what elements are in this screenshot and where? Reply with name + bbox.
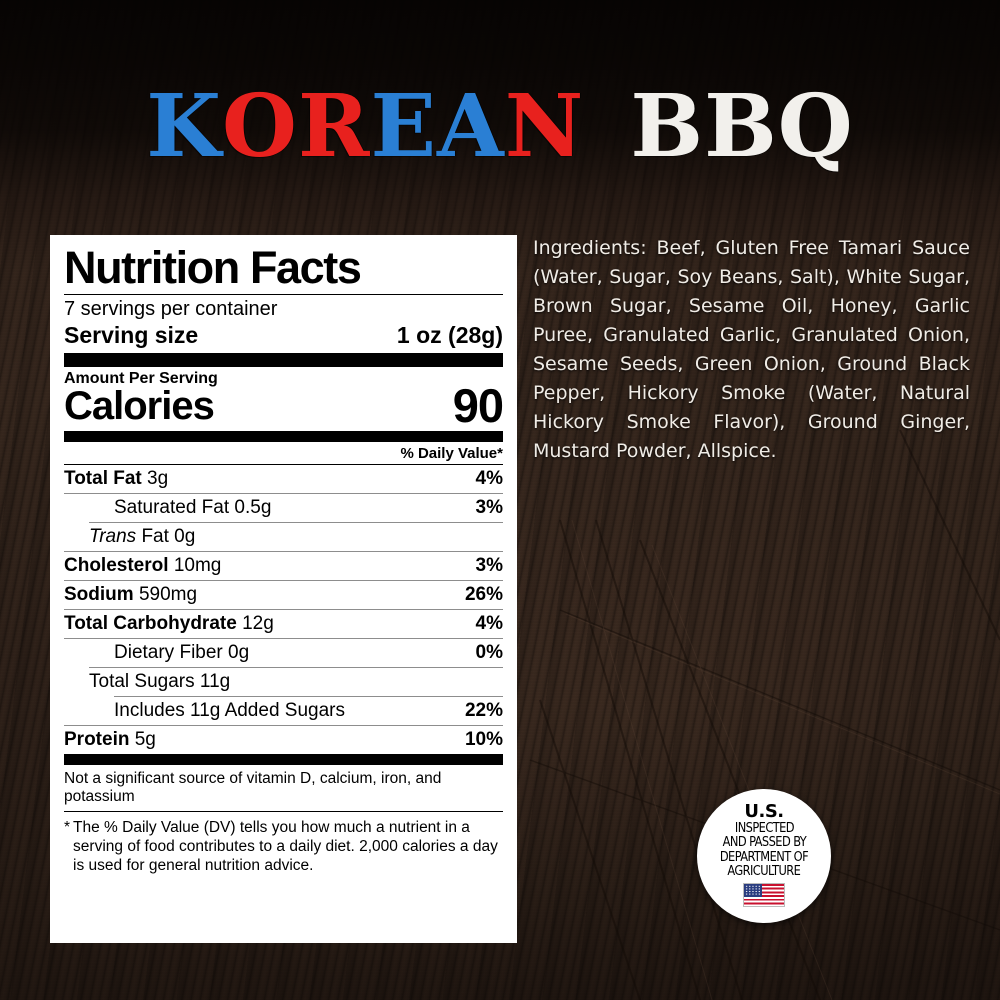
usda-seal-line-and-passed-by: AND PASSED BY	[722, 834, 806, 851]
nutrient-dv-protein: 10%	[464, 728, 503, 750]
calories-value: 90	[452, 379, 504, 433]
nutrient-dv-total-carbohydrate: 4%	[475, 612, 503, 634]
nutrient-dv-dietary-fiber: 0%	[475, 641, 503, 663]
usda-seal-line-department-of: DEPARTMENT OF	[719, 848, 809, 865]
nutrition-facts-title: Nutrition Facts	[64, 245, 503, 295]
flag-canton	[744, 883, 762, 897]
serving-size-row: Serving size 1 oz (28g)	[64, 322, 503, 367]
nutrient-row-added-sugars: Includes 11g Added Sugars 22%	[64, 697, 503, 726]
nutrient-name-total-fat: Total Fat 3g	[64, 467, 169, 489]
nutrient-name-added-sugars: Includes 11g Added Sugars	[114, 699, 345, 721]
nutrient-row-sodium: Sodium 590mg 26%	[64, 581, 503, 610]
nutrition-facts-panel: Nutrition Facts 7 servings per container…	[50, 235, 517, 943]
usda-seal-line-inspected: INSPECTED	[734, 820, 794, 836]
nutrient-name-cholesterol: Cholesterol 10mg	[64, 554, 222, 576]
serving-size-value: 1 oz (28g)	[396, 321, 503, 348]
footnote-text: The % Daily Value (DV) tells you how muc…	[73, 819, 498, 875]
us-flag-icon	[743, 882, 785, 907]
not-significant-source-text: Not a significant source of vitamin D, c…	[64, 765, 503, 813]
daily-value-header: % Daily Value*	[64, 442, 503, 465]
usda-seal-line-us: U.S.	[744, 801, 784, 822]
nutrient-name-sodium: Sodium 590mg	[64, 583, 198, 605]
servings-per-container: 7 servings per container	[64, 297, 278, 320]
added-sugars-divider	[114, 695, 503, 697]
nutrient-name-total-carbohydrate: Total Carbohydrate 12g	[64, 612, 274, 634]
nutrient-row-trans-fat: Trans Fat 0g	[64, 523, 503, 552]
nutrient-row-total-fat: Total Fat 3g 4%	[64, 465, 503, 494]
nutrient-dv-sodium: 26%	[464, 583, 503, 605]
serving-size-label: Serving size	[64, 321, 199, 348]
calories-label: Calories	[64, 383, 215, 428]
nutrient-name-trans-fat: Trans Fat 0g	[89, 525, 196, 547]
nutrient-row-protein: Protein 5g 10%	[64, 726, 503, 765]
nutrient-name-saturated-fat: Saturated Fat 0.5g	[114, 496, 272, 518]
usda-seal-line-agriculture: AGRICULTURE	[727, 863, 802, 880]
nutrient-dv-saturated-fat: 3%	[475, 496, 503, 518]
nutrient-name-dietary-fiber: Dietary Fiber 0g	[114, 641, 250, 663]
footnote-asterisk: *	[64, 819, 71, 837]
daily-value-footnote: * The % Daily Value (DV) tells you how m…	[64, 812, 503, 876]
nutrient-name-total-sugars: Total Sugars 11g	[89, 670, 231, 692]
usda-inspection-seal: U.S. INSPECTED AND PASSED BY DEPARTMENT …	[697, 789, 831, 923]
nutrient-row-dietary-fiber: Dietary Fiber 0g 0%	[89, 639, 503, 668]
nutrient-dv-added-sugars: 22%	[464, 699, 503, 721]
calories-row: Calories 90	[64, 379, 504, 442]
nutrient-dv-total-fat: 4%	[475, 467, 503, 489]
amount-per-serving-label: Amount Per Serving	[64, 369, 218, 387]
ingredients-text: Ingredients: Beef, Gluten Free Tamari Sa…	[533, 237, 970, 463]
nutrient-row-cholesterol: Cholesterol 10mg 3%	[64, 552, 503, 581]
nutrient-row-saturated-fat: Saturated Fat 0.5g 3%	[89, 494, 503, 523]
nutrient-name-protein: Protein 5g	[64, 728, 156, 750]
nutrient-row-total-carbohydrate: Total Carbohydrate 12g 4%	[64, 610, 503, 639]
nutrient-row-total-sugars: Total Sugars 11g	[64, 668, 503, 696]
nutrient-dv-cholesterol: 3%	[475, 554, 503, 576]
